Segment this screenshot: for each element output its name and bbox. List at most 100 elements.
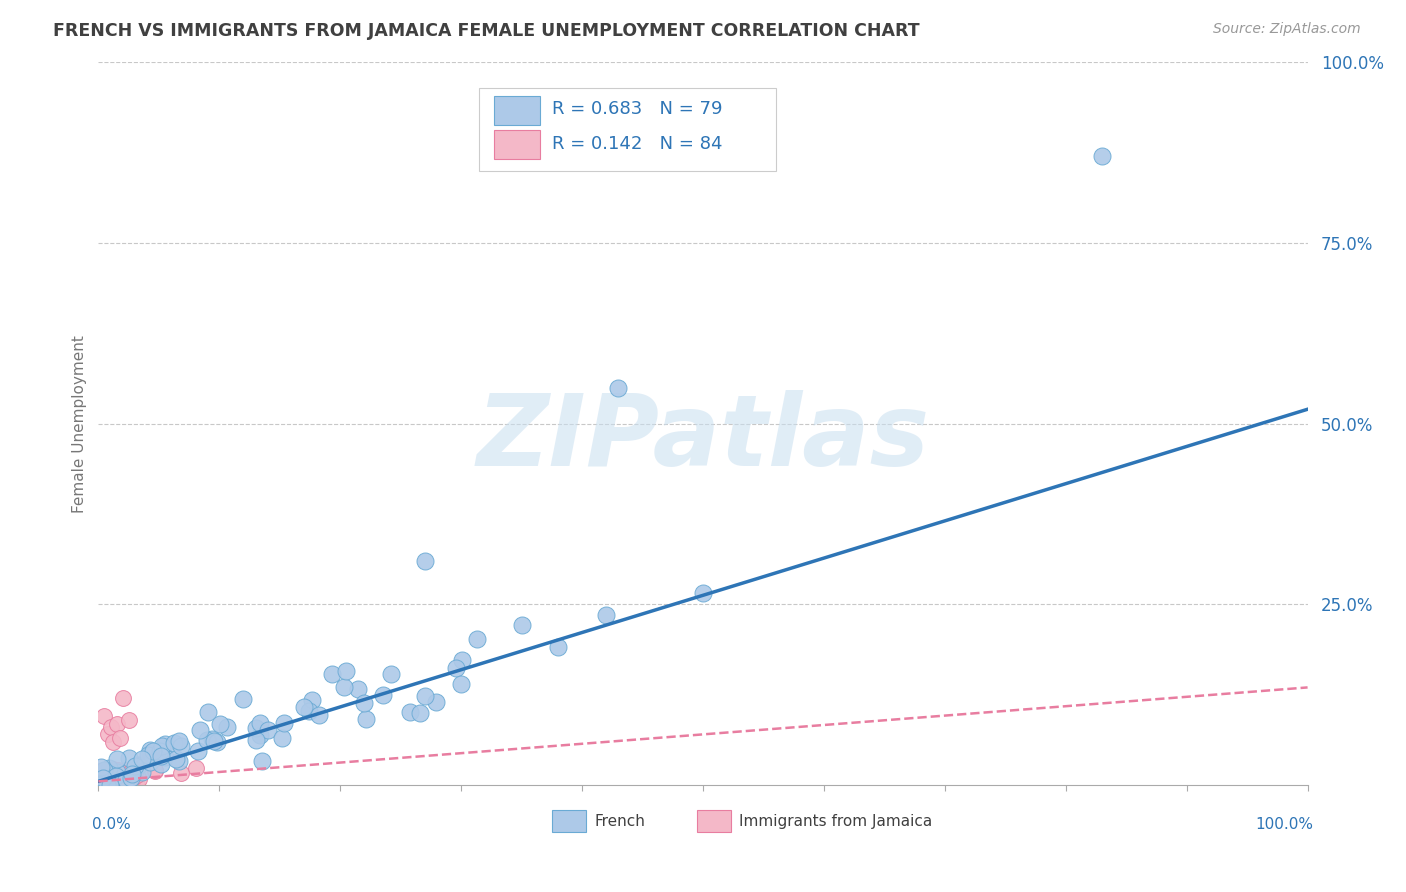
- Point: [118, 751, 141, 765]
- Point: [169, 766, 191, 780]
- Point: [91, 770, 114, 784]
- Point: [115, 766, 138, 780]
- Point: [107, 771, 129, 785]
- Point: [201, 731, 224, 746]
- Point: [93, 763, 115, 777]
- Point: [197, 705, 219, 719]
- Point: [399, 705, 422, 719]
- Point: [93, 776, 115, 790]
- Point: [143, 763, 166, 777]
- Point: [124, 759, 146, 773]
- Point: [97, 768, 120, 782]
- Point: [465, 632, 488, 647]
- Point: [167, 734, 190, 748]
- Text: Source: ZipAtlas.com: Source: ZipAtlas.com: [1213, 22, 1361, 37]
- Text: French: French: [595, 814, 645, 829]
- Point: [120, 772, 142, 786]
- Point: [100, 778, 122, 792]
- Point: [107, 765, 129, 780]
- Point: [94, 772, 117, 787]
- Point: [98, 778, 121, 792]
- Point: [249, 716, 271, 731]
- Point: [413, 689, 436, 703]
- Point: [89, 771, 111, 785]
- Point: [118, 713, 141, 727]
- Point: [98, 778, 121, 792]
- Point: [89, 778, 111, 792]
- Point: [96, 775, 118, 789]
- Point: [256, 723, 278, 737]
- Point: [197, 732, 219, 747]
- Point: [413, 554, 436, 568]
- Point: [89, 766, 111, 780]
- Bar: [494, 96, 540, 125]
- Point: [97, 764, 120, 779]
- Point: [347, 681, 370, 696]
- Point: [89, 776, 111, 790]
- Point: [101, 768, 124, 782]
- Point: [124, 765, 146, 780]
- Point: [250, 754, 273, 768]
- Point: [112, 764, 135, 779]
- Point: [127, 767, 149, 781]
- Point: [114, 773, 136, 788]
- Point: [96, 778, 118, 792]
- Point: [115, 773, 138, 788]
- Point: [108, 778, 131, 792]
- Point: [89, 777, 111, 791]
- Bar: [494, 129, 540, 159]
- Point: [607, 380, 630, 394]
- Point: [163, 736, 186, 750]
- Point: [90, 773, 112, 788]
- Point: [205, 734, 228, 748]
- Text: Immigrants from Jamaica: Immigrants from Jamaica: [740, 814, 932, 829]
- Point: [91, 776, 114, 790]
- Point: [142, 744, 165, 758]
- Point: [93, 766, 115, 780]
- Text: R = 0.142   N = 84: R = 0.142 N = 84: [551, 135, 723, 153]
- Point: [97, 766, 120, 780]
- Point: [108, 731, 131, 745]
- Bar: [551, 810, 586, 832]
- Point: [139, 755, 162, 769]
- Point: [149, 756, 172, 771]
- Point: [90, 759, 112, 773]
- Point: [93, 764, 115, 778]
- Point: [298, 705, 321, 719]
- Text: 100.0%: 100.0%: [1256, 817, 1313, 832]
- Point: [90, 778, 112, 792]
- Point: [91, 773, 114, 788]
- Point: [98, 777, 121, 791]
- Point: [107, 764, 129, 778]
- Point: [96, 771, 118, 785]
- Point: [380, 666, 402, 681]
- Point: [90, 778, 112, 792]
- Point: [93, 776, 115, 790]
- Text: ZIPatlas: ZIPatlas: [477, 390, 929, 487]
- Point: [104, 773, 127, 788]
- Point: [188, 723, 211, 737]
- Point: [321, 667, 343, 681]
- Point: [165, 752, 187, 766]
- Point: [333, 680, 356, 694]
- Point: [91, 764, 114, 778]
- Point: [103, 773, 125, 788]
- Point: [97, 727, 120, 741]
- Point: [107, 777, 129, 791]
- Point: [409, 706, 432, 720]
- Point: [510, 618, 533, 632]
- Point: [232, 692, 254, 706]
- Point: [100, 720, 122, 734]
- FancyBboxPatch shape: [479, 87, 776, 171]
- Point: [96, 778, 118, 792]
- Y-axis label: Female Unemployment: Female Unemployment: [72, 334, 87, 513]
- Point: [110, 776, 132, 790]
- Point: [138, 743, 160, 757]
- Point: [127, 778, 149, 792]
- Point: [150, 748, 173, 763]
- Point: [115, 764, 138, 779]
- Text: FRENCH VS IMMIGRANTS FROM JAMAICA FEMALE UNEMPLOYMENT CORRELATION CHART: FRENCH VS IMMIGRANTS FROM JAMAICA FEMALE…: [53, 22, 920, 40]
- Point: [451, 653, 474, 667]
- Point: [89, 777, 111, 791]
- Point: [104, 769, 127, 783]
